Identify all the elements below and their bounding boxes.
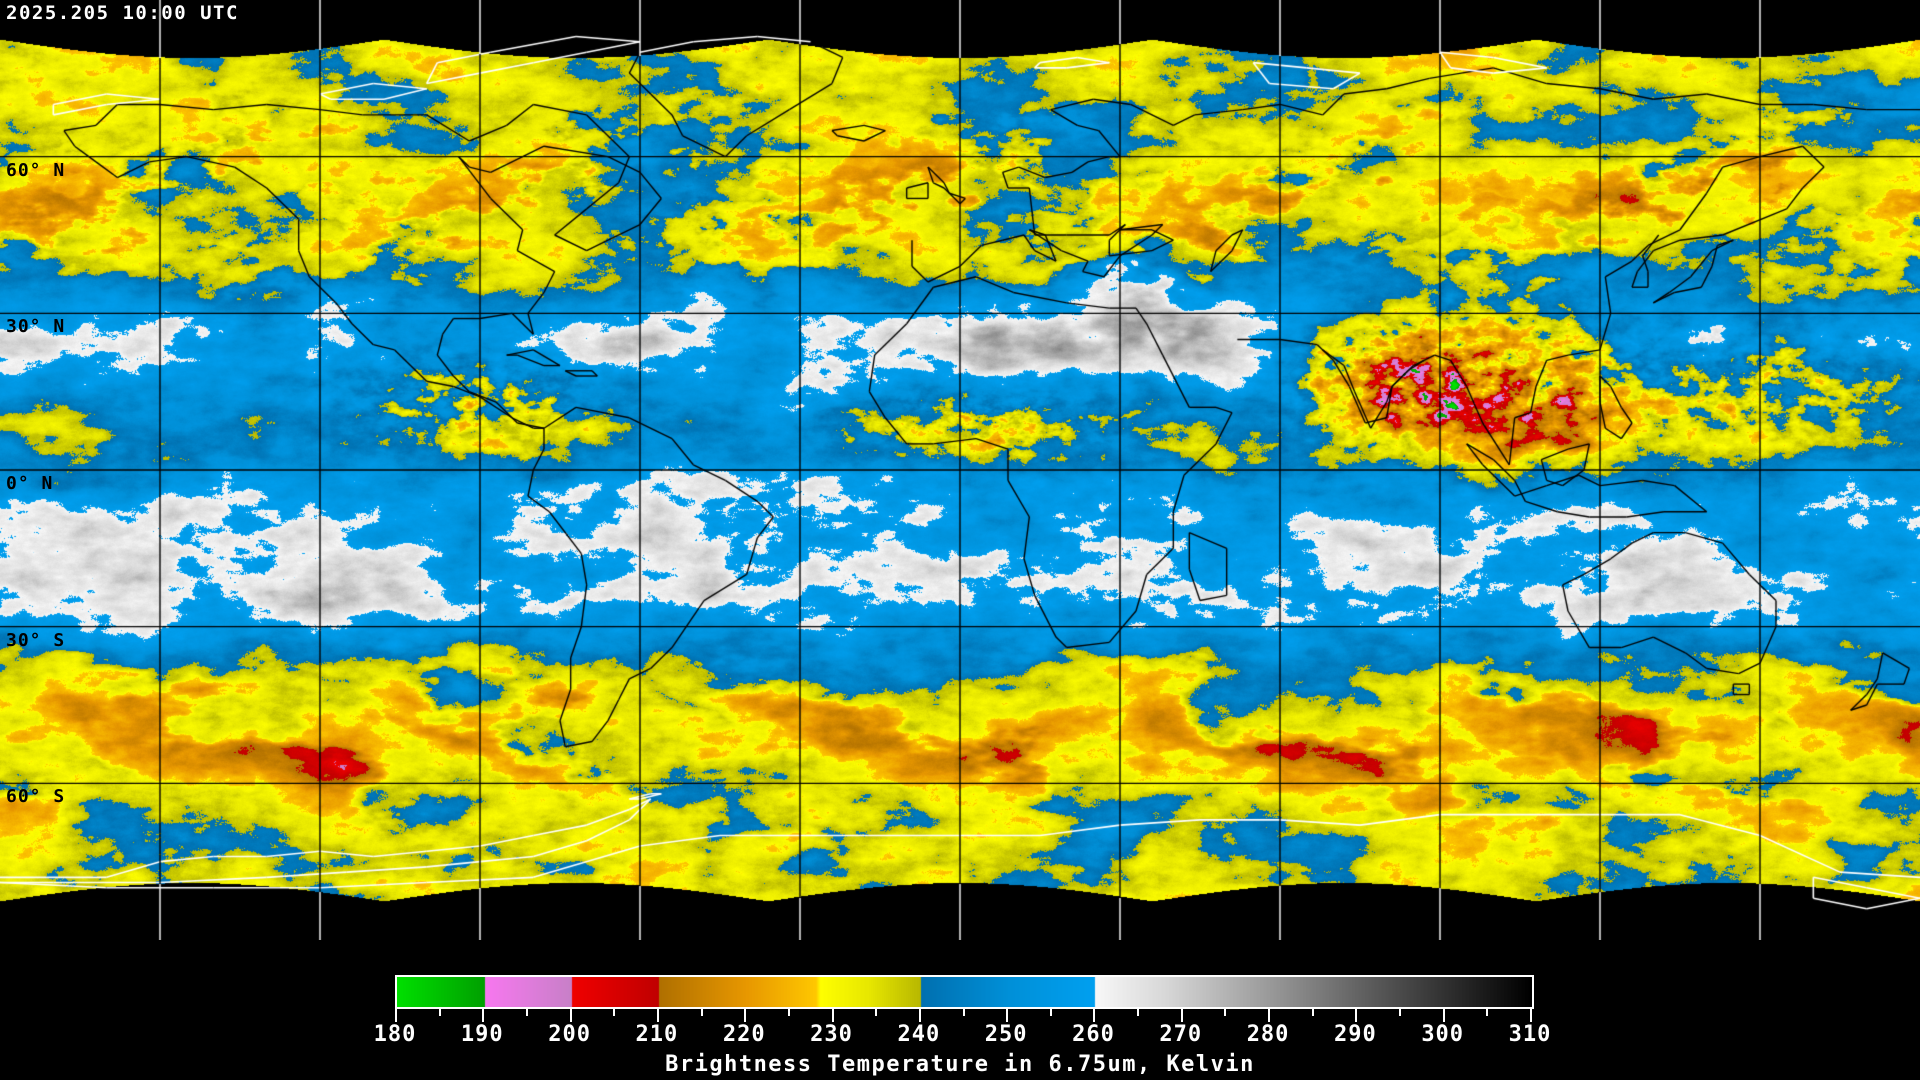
timestamp-label: 2025.205 10:00 UTC — [6, 2, 239, 24]
colorbar-block: 180 190 200 210 220 230 240 250 260 270 280 290 300 3… — [0, 940, 1920, 1080]
colorbar-major-tick — [395, 1009, 397, 1022]
lat-label-0: 0° N — [6, 473, 54, 494]
colorbar-tick-label: 260 — [1072, 1022, 1115, 1047]
colorbar-tick-label: 270 — [1159, 1022, 1203, 1047]
colorbar-major-tick — [1268, 1009, 1271, 1022]
lat-label-30s: 30° S — [6, 629, 66, 651]
colorbar-minor-tick — [962, 1009, 965, 1016]
colorbar-major-tick — [831, 1009, 834, 1022]
colorbar-major-tick — [918, 1009, 921, 1022]
colorbar-major-tick — [656, 1009, 659, 1022]
global-map: 2025.205 10:00 UTC 60° N 30° N 0° N 30° … — [0, 0, 1920, 940]
colorbar-minor-tick — [1224, 1009, 1227, 1016]
colorbar-gradient — [397, 977, 1532, 1007]
colorbar-major-tick — [1093, 1009, 1096, 1022]
colorbar-tick-label: 310 — [1508, 1022, 1552, 1047]
colorbar-minor-tick — [1486, 1009, 1489, 1016]
lat-label-60s: 60° S — [6, 786, 66, 808]
colorbar-tick-label: 250 — [984, 1022, 1028, 1047]
colorbar-minor-tick — [700, 1009, 703, 1016]
lat-label-60n: 60° N — [6, 159, 66, 181]
colorbar-tick-labels: 180 190 200 210 220 230 240 250 260 270 280 290 300 3… — [0, 1022, 1920, 1050]
colorbar-tick-label: 210 — [635, 1022, 679, 1047]
colorbar-major-tick — [569, 1009, 572, 1022]
colorbar-major-tick — [1530, 1009, 1532, 1022]
colorbar-tick-label: 230 — [810, 1022, 853, 1047]
colorbar-major-tick — [1355, 1009, 1358, 1022]
colorbar-tick-label: 200 — [548, 1022, 591, 1047]
colorbar-major-tick — [1180, 1009, 1183, 1022]
colorbar-major-tick — [482, 1009, 485, 1022]
colorbar-minor-tick — [1311, 1009, 1314, 1016]
colorbar-major-tick — [1006, 1009, 1009, 1022]
colorbar-tick-label: 290 — [1334, 1022, 1377, 1047]
colorbar-frame — [395, 975, 1534, 1009]
colorbar-minor-tick — [1049, 1009, 1052, 1016]
colorbar-major-tick — [1442, 1009, 1445, 1022]
colorbar-tick-label: 300 — [1421, 1022, 1465, 1047]
colorbar-tick-label: 180 — [373, 1022, 417, 1047]
colorbar-minor-tick — [787, 1009, 790, 1016]
colorbar-ticks — [395, 1009, 1534, 1023]
colorbar-minor-tick — [613, 1009, 616, 1016]
colorbar-tick-label: 280 — [1246, 1022, 1290, 1047]
colorbar-tick-label: 190 — [460, 1022, 504, 1047]
lat-label-30n: 30° N — [6, 316, 66, 338]
graticule-and-coastline-overlay — [0, 0, 1920, 940]
colorbar-tick-label: 240 — [897, 1022, 941, 1047]
colorbar-minor-tick — [525, 1009, 528, 1016]
colorbar-minor-tick — [438, 1009, 441, 1016]
colorbar-caption: Brightness Temperature in 6.75um, Kelvin — [665, 1052, 1255, 1077]
colorbar-minor-tick — [1137, 1009, 1140, 1016]
colorbar-major-tick — [744, 1009, 747, 1022]
colorbar-tick-label: 220 — [722, 1022, 766, 1047]
colorbar-minor-tick — [875, 1009, 878, 1016]
colorbar-minor-tick — [1399, 1009, 1402, 1016]
